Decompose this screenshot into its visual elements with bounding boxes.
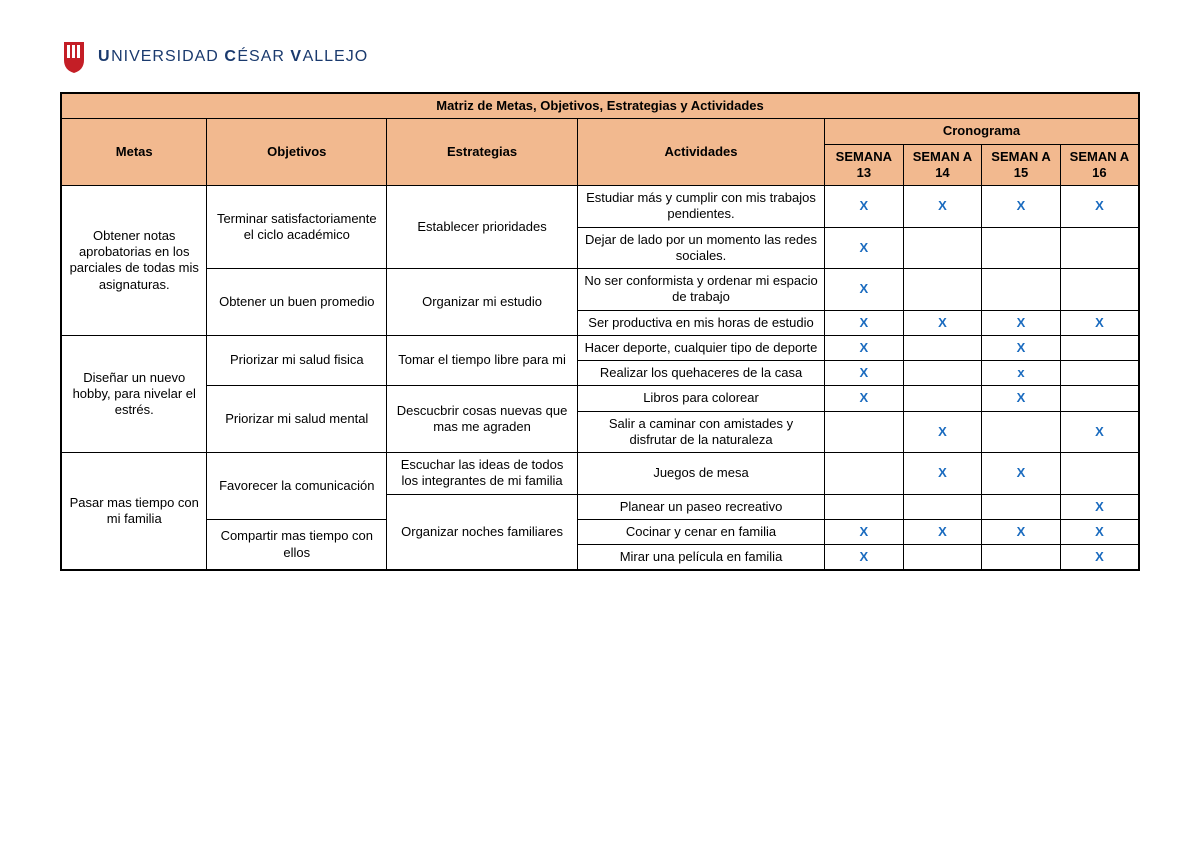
- actividad-cell: Salir a caminar con amistades y disfruta…: [578, 411, 825, 453]
- actividad-cell: Realizar los quehaceres de la casa: [578, 361, 825, 386]
- table-row: Diseñar un nuevo hobby, para nivelar el …: [61, 335, 1139, 360]
- mark-cell: [1060, 453, 1139, 495]
- mark-cell: X: [1060, 545, 1139, 571]
- col-objetivos: Objetivos: [207, 119, 387, 186]
- estrategia-cell: Organizar mi estudio: [387, 269, 578, 336]
- mark-cell: X: [825, 186, 904, 228]
- actividad-cell: Cocinar y cenar en familia: [578, 519, 825, 544]
- mark-cell: X: [903, 411, 982, 453]
- brand-letter: U: [98, 48, 111, 65]
- mark-cell: [825, 453, 904, 495]
- mark-cell: X: [1060, 519, 1139, 544]
- mark-cell: X: [903, 453, 982, 495]
- table-row: Obtener notas aprobatorias en los parcia…: [61, 186, 1139, 228]
- mark-cell: [982, 227, 1061, 269]
- col-estrategias: Estrategias: [387, 119, 578, 186]
- mark-cell: X: [982, 310, 1061, 335]
- meta-cell: Obtener notas aprobatorias en los parcia…: [61, 186, 207, 336]
- estrategia-cell: Establecer prioridades: [387, 186, 578, 269]
- mark-cell: [903, 386, 982, 411]
- objetivo-cell: Priorizar mi salud mental: [207, 386, 387, 453]
- mark-cell: X: [825, 269, 904, 311]
- actividad-cell: Juegos de mesa: [578, 453, 825, 495]
- actividad-cell: Ser productiva en mis horas de estudio: [578, 310, 825, 335]
- col-sem13: SEMANA 13: [825, 144, 904, 186]
- objetivo-cell: Compartir mas tiempo con ellos: [207, 519, 387, 570]
- mark-cell: X: [903, 519, 982, 544]
- col-sem15: SEMAN A 15: [982, 144, 1061, 186]
- mark-cell: X: [825, 227, 904, 269]
- mark-cell: X: [1060, 411, 1139, 453]
- table-row: Obtener un buen promedio Organizar mi es…: [61, 269, 1139, 311]
- mark-cell: [982, 411, 1061, 453]
- objetivo-cell: Obtener un buen promedio: [207, 269, 387, 336]
- col-metas: Metas: [61, 119, 207, 186]
- brand-letter: V: [290, 48, 302, 65]
- mark-cell: X: [1060, 494, 1139, 519]
- mark-cell: X: [982, 186, 1061, 228]
- objetivo-cell: Favorecer la comunicación: [207, 453, 387, 520]
- table-row: Priorizar mi salud mental Descucbrir cos…: [61, 386, 1139, 411]
- actividad-cell: Hacer deporte, cualquier tipo de deporte: [578, 335, 825, 360]
- table-row: Pasar mas tiempo con mi familia Favorece…: [61, 453, 1139, 495]
- objetivo-cell: Priorizar mi salud fisica: [207, 335, 387, 386]
- mark-cell: X: [982, 453, 1061, 495]
- mark-cell: X: [825, 519, 904, 544]
- table-row: Compartir mas tiempo con ellos Cocinar y…: [61, 519, 1139, 544]
- meta-cell: Pasar mas tiempo con mi familia: [61, 453, 207, 571]
- mark-cell: [982, 269, 1061, 311]
- brand-letter: C: [224, 48, 237, 65]
- mark-cell: X: [825, 335, 904, 360]
- mark-cell: X: [982, 386, 1061, 411]
- table-title: Matriz de Metas, Objetivos, Estrategias …: [61, 93, 1139, 119]
- mark-cell: X: [1060, 186, 1139, 228]
- mark-cell: [1060, 227, 1139, 269]
- mark-cell: X: [825, 386, 904, 411]
- meta-cell: Diseñar un nuevo hobby, para nivelar el …: [61, 335, 207, 452]
- actividad-cell: Mirar una película en familia: [578, 545, 825, 571]
- actividad-cell: Estudiar más y cumplir con mis trabajos …: [578, 186, 825, 228]
- estrategia-cell: Organizar noches familiares: [387, 494, 578, 570]
- shield-icon: [60, 40, 88, 74]
- mark-cell: X: [825, 545, 904, 571]
- objetivo-cell: Terminar satisfactoriamente el ciclo aca…: [207, 186, 387, 269]
- col-sem16: SEMAN A 16: [1060, 144, 1139, 186]
- mark-cell: [903, 227, 982, 269]
- col-sem14: SEMAN A 14: [903, 144, 982, 186]
- mark-cell: X: [825, 361, 904, 386]
- mark-cell: [982, 494, 1061, 519]
- mark-cell: X: [903, 310, 982, 335]
- goals-matrix-table: Matriz de Metas, Objetivos, Estrategias …: [60, 92, 1140, 571]
- mark-cell: X: [982, 519, 1061, 544]
- estrategia-cell: Tomar el tiempo libre para mi: [387, 335, 578, 386]
- mark-cell: [1060, 361, 1139, 386]
- col-cronograma: Cronograma: [825, 119, 1139, 144]
- actividad-cell: Planear un paseo recreativo: [578, 494, 825, 519]
- mark-cell: [903, 269, 982, 311]
- mark-cell: [982, 545, 1061, 571]
- brand-logo: UNIVERSIDAD CÉSAR VALLEJO: [60, 40, 1140, 74]
- mark-cell: [825, 494, 904, 519]
- actividad-cell: Libros para colorear: [578, 386, 825, 411]
- mark-cell: [825, 411, 904, 453]
- mark-cell: X: [825, 310, 904, 335]
- mark-cell: [1060, 335, 1139, 360]
- estrategia-cell: Escuchar las ideas de todos los integran…: [387, 453, 578, 495]
- col-actividades: Actividades: [578, 119, 825, 186]
- mark-cell: [903, 545, 982, 571]
- estrategia-cell: Descucbrir cosas nuevas que mas me agrad…: [387, 386, 578, 453]
- mark-cell: X: [982, 335, 1061, 360]
- actividad-cell: Dejar de lado por un momento las redes s…: [578, 227, 825, 269]
- mark-cell: X: [903, 186, 982, 228]
- mark-cell: x: [982, 361, 1061, 386]
- mark-cell: [903, 335, 982, 360]
- actividad-cell: No ser conformista y ordenar mi espacio …: [578, 269, 825, 311]
- mark-cell: [903, 361, 982, 386]
- mark-cell: [1060, 269, 1139, 311]
- brand-text: UNIVERSIDAD CÉSAR VALLEJO: [98, 48, 368, 66]
- mark-cell: X: [1060, 310, 1139, 335]
- mark-cell: [903, 494, 982, 519]
- mark-cell: [1060, 386, 1139, 411]
